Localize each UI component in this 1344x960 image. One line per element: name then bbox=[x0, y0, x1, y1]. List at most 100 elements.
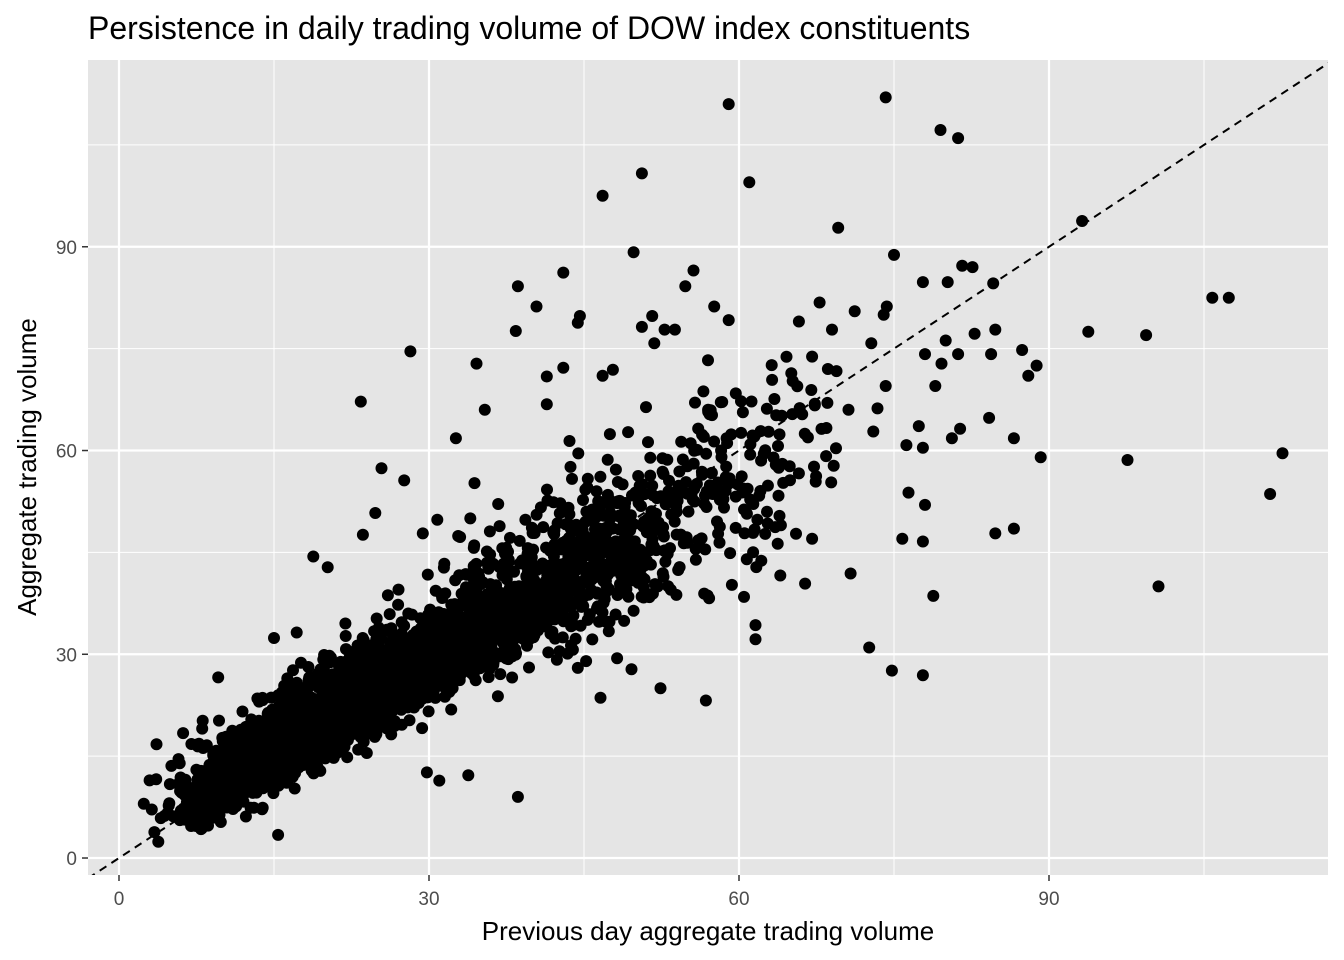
data-point bbox=[392, 583, 405, 596]
data-point bbox=[627, 518, 640, 531]
data-point bbox=[575, 557, 588, 570]
data-point bbox=[691, 443, 704, 456]
data-point bbox=[956, 259, 969, 272]
data-point bbox=[525, 521, 538, 534]
data-point bbox=[197, 742, 210, 754]
data-point bbox=[622, 590, 635, 603]
data-point bbox=[676, 453, 689, 466]
data-point bbox=[842, 403, 855, 416]
data-point bbox=[826, 323, 838, 336]
data-point bbox=[635, 167, 648, 180]
data-point bbox=[277, 709, 290, 722]
data-point bbox=[701, 589, 714, 602]
data-point bbox=[449, 432, 462, 445]
data-point bbox=[604, 494, 617, 507]
data-point bbox=[825, 476, 838, 489]
data-point bbox=[226, 740, 239, 753]
data-point bbox=[469, 654, 481, 667]
data-point bbox=[498, 589, 511, 602]
data-point bbox=[503, 598, 516, 611]
data-point bbox=[148, 826, 161, 839]
data-point bbox=[342, 698, 355, 711]
data-point bbox=[916, 276, 929, 289]
data-point bbox=[749, 633, 762, 646]
data-point bbox=[174, 771, 187, 784]
data-point bbox=[388, 650, 401, 663]
data-point bbox=[162, 799, 175, 812]
data-point bbox=[628, 573, 641, 586]
data-point bbox=[632, 470, 645, 482]
data-point bbox=[738, 527, 751, 540]
data-point bbox=[896, 532, 909, 545]
data-point bbox=[722, 98, 735, 111]
data-point bbox=[759, 444, 772, 457]
data-point bbox=[603, 536, 616, 549]
data-point bbox=[195, 770, 208, 782]
data-point bbox=[445, 703, 458, 716]
data-point bbox=[452, 600, 465, 613]
data-point bbox=[216, 765, 229, 778]
data-point bbox=[790, 527, 802, 540]
data-point bbox=[431, 513, 444, 526]
data-point bbox=[773, 428, 786, 441]
data-point bbox=[469, 674, 482, 687]
data-point bbox=[754, 485, 767, 497]
data-point bbox=[368, 625, 381, 638]
data-point bbox=[196, 714, 209, 727]
data-point bbox=[380, 722, 393, 735]
data-point bbox=[523, 661, 535, 674]
data-point bbox=[867, 425, 880, 438]
data-point bbox=[689, 543, 702, 555]
data-point bbox=[459, 568, 472, 581]
data-point bbox=[213, 714, 225, 727]
data-point bbox=[596, 189, 609, 202]
data-point bbox=[370, 612, 383, 625]
data-point bbox=[173, 757, 186, 770]
data-point bbox=[805, 384, 818, 396]
data-point bbox=[761, 505, 773, 518]
data-point bbox=[437, 561, 450, 574]
data-point bbox=[511, 280, 524, 293]
data-point bbox=[954, 422, 967, 435]
data-point bbox=[900, 439, 913, 452]
data-point bbox=[695, 532, 708, 545]
data-point bbox=[670, 528, 683, 541]
data-point bbox=[233, 771, 246, 784]
data-point bbox=[339, 617, 352, 630]
data-point bbox=[334, 655, 347, 668]
data-point bbox=[628, 564, 641, 577]
data-point bbox=[268, 632, 280, 644]
data-point bbox=[482, 589, 495, 602]
data-point bbox=[766, 373, 779, 386]
data-point bbox=[572, 447, 585, 460]
data-point bbox=[586, 633, 599, 646]
data-point bbox=[609, 608, 622, 621]
data-point bbox=[551, 517, 564, 530]
data-point bbox=[755, 554, 768, 567]
data-point bbox=[708, 300, 721, 313]
data-point bbox=[210, 775, 223, 788]
y-tick-label: 30 bbox=[56, 645, 77, 666]
data-point bbox=[657, 521, 670, 534]
data-point bbox=[414, 612, 427, 625]
data-point bbox=[780, 350, 793, 363]
data-point bbox=[622, 426, 635, 439]
data-point bbox=[295, 656, 307, 669]
data-point bbox=[649, 578, 661, 591]
data-point bbox=[556, 631, 569, 644]
data-point bbox=[247, 801, 260, 814]
data-point bbox=[773, 509, 786, 522]
data-point bbox=[537, 521, 550, 534]
data-point bbox=[577, 590, 590, 603]
data-point bbox=[421, 691, 434, 704]
data-point bbox=[738, 590, 750, 603]
data-point bbox=[565, 620, 578, 633]
data-point bbox=[596, 369, 609, 382]
data-point bbox=[725, 578, 738, 591]
data-point bbox=[569, 632, 582, 645]
data-point bbox=[307, 550, 320, 563]
data-point bbox=[577, 494, 589, 506]
data-point bbox=[216, 747, 229, 760]
data-point bbox=[952, 348, 965, 361]
data-point bbox=[152, 835, 165, 848]
